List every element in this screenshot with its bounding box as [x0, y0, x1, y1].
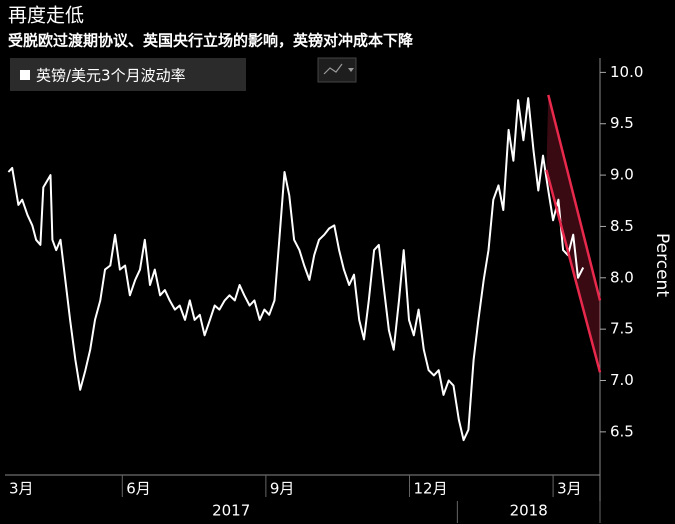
chart-type-icon[interactable]: [317, 57, 357, 83]
legend-label: 英镑/美元3个月波动率: [36, 67, 186, 85]
x-tick-label: 3月: [9, 480, 34, 498]
x-tick-label: 12月: [413, 480, 447, 498]
icon-line[interactable]: [323, 63, 343, 75]
year-label: 2018: [510, 502, 548, 520]
chart-subtitle: 受脱欧过渡期协议、英国央行立场的影响，英镑对冲成本下降: [8, 32, 414, 50]
series-line: [7, 97, 585, 442]
y-tick-label: 9.5: [610, 114, 634, 132]
legend-swatch: [20, 70, 30, 80]
y-axis-label: Percent: [652, 233, 672, 297]
x-tick-label: 9月: [270, 480, 295, 498]
channel-line: [545, 169, 602, 373]
y-tick-label: 7.0: [610, 371, 634, 389]
x-tick-label: 6月: [126, 480, 151, 498]
chart-title: 再度走低: [8, 5, 84, 27]
y-tick-label: 8.5: [610, 217, 634, 235]
y-tick-label: 10.0: [610, 63, 643, 81]
y-tick-label: 6.5: [610, 422, 634, 440]
channel-line: [547, 94, 602, 301]
icon-caret[interactable]: [348, 68, 354, 72]
y-tick-label: 9.0: [610, 166, 634, 184]
year-label: 2017: [212, 502, 250, 520]
channel-fill: [546, 94, 600, 373]
y-tick-label: 8.0: [610, 268, 634, 286]
x-tick-label: 3月: [557, 480, 582, 498]
y-tick-label: 7.5: [610, 320, 634, 338]
legend-box: [10, 58, 246, 91]
